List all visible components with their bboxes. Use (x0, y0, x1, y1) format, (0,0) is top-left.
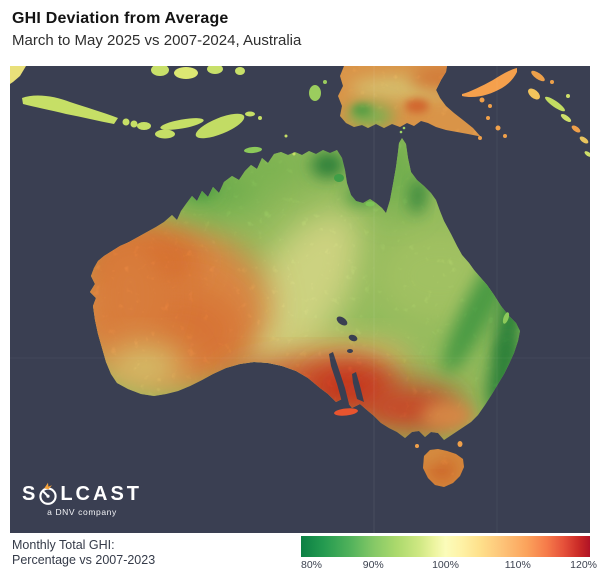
legend-footer: Monthly Total GHI: Percentage vs 2007-20… (0, 533, 600, 578)
colorbar-gradient (301, 536, 590, 557)
tick-120: 120% (570, 559, 597, 571)
flame-icon (44, 482, 53, 490)
bass-strait-islands (415, 441, 463, 448)
page-title: GHI Deviation from Average (12, 10, 229, 27)
ghi-heatmap-canvas: S LCAST a DNV company (10, 66, 590, 533)
dnv-tagline: a DNV company (47, 507, 117, 517)
header: GHI Deviation from Average March to May … (12, 10, 301, 49)
gauge-o-icon (38, 482, 58, 505)
wordmark-suffix: LCAST (60, 483, 143, 505)
tick-90: 90% (362, 559, 384, 571)
wordmark-prefix: S (22, 483, 39, 505)
gulfs-and-lakes (329, 316, 364, 404)
graticule-lines (10, 66, 590, 533)
solcast-wordmark: S LCAST (22, 482, 143, 505)
tick-80: 80% (301, 559, 323, 571)
colorbar-wrap: 80% 90% 100% 110% 120% (301, 536, 597, 572)
new-britain-islands (462, 68, 517, 140)
colorbar-tick-labels: 80% 90% 100% 110% 120% (301, 559, 597, 572)
australia-heatmap (10, 66, 590, 533)
north-australia-islands (244, 126, 510, 324)
solomon-islands-group (528, 70, 590, 157)
colorbar-label-line2: Percentage vs 2007-2023 (12, 552, 156, 567)
colorbar-label: Monthly Total GHI: Percentage vs 2007-20… (12, 538, 155, 568)
solcast-logo: S LCAST a DNV company (22, 482, 143, 517)
page-subtitle: March to May 2025 vs 2007-2024, Australi… (12, 32, 302, 49)
tick-100: 100% (432, 559, 459, 571)
colorbar-label-line1: Monthly Total GHI: (12, 538, 115, 552)
tick-110: 110% (504, 559, 531, 571)
kangaroo-island (334, 408, 358, 416)
indonesian-islands (10, 66, 327, 156)
